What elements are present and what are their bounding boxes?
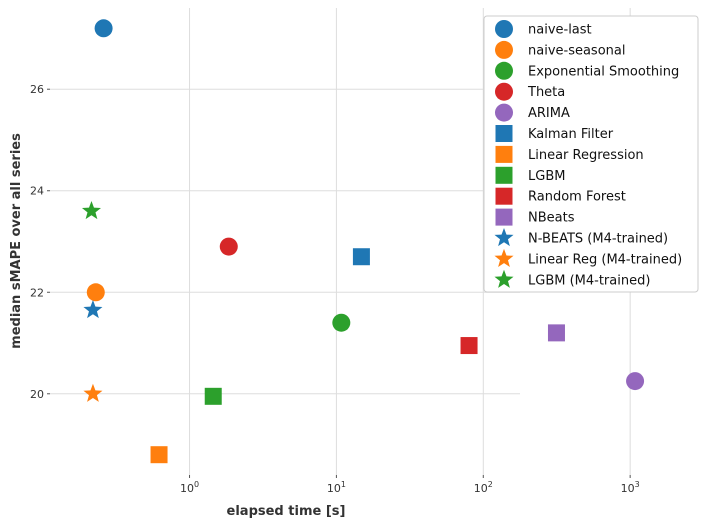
legend-label-theta: Theta <box>527 85 565 100</box>
legend-label-lgbm-m4-trained: LGBM (M4-trained) <box>528 273 650 288</box>
x-tick-exponent: 3 <box>635 480 640 489</box>
x-tick-exponent: 0 <box>194 480 199 489</box>
legend-frame <box>483 15 699 293</box>
point-arima <box>626 372 645 391</box>
legend-label-kalman-filter: Kalman Filter <box>528 127 614 142</box>
legend-marker-naive-last <box>495 20 513 38</box>
x-tick-exponent: 2 <box>488 480 493 489</box>
x-tick-label: 100 <box>180 480 199 495</box>
x-ticks: 100 101 102 103 <box>180 475 640 495</box>
x-tick-base: 10 <box>327 482 341 495</box>
legend-marker-n-beats-m4-trained <box>494 228 514 247</box>
legend-label-n-beats-m4-trained: N-BEATS (M4-trained) <box>528 232 668 247</box>
point-lgbm <box>204 387 222 405</box>
x-tick-label: 103 <box>621 480 640 495</box>
data-points <box>81 19 645 464</box>
y-tick-label: 20 <box>30 388 44 401</box>
legend-label-exponential-smoothing: Exponential Smoothing <box>528 64 679 79</box>
x-tick-base: 10 <box>180 482 194 495</box>
y-tick-label: 24 <box>30 185 44 198</box>
y-ticks: 20 22 24 26 <box>30 83 50 401</box>
x-tick-label: 102 <box>474 480 493 495</box>
point-nbeats <box>547 324 565 342</box>
y-tick-label: 22 <box>30 286 44 299</box>
legend-marker-linear-reg-m4-trained <box>494 248 514 267</box>
y-tick-label: 26 <box>30 83 44 96</box>
legend-marker-random-forest <box>495 187 513 205</box>
x-tick-label: 101 <box>327 480 346 495</box>
point-random-forest <box>460 337 478 355</box>
point-linear-reg-m4-trained <box>83 383 103 402</box>
legend-label-linear-regression: Linear Regression <box>528 148 644 163</box>
legend-marker-naive-seasonal <box>495 40 513 59</box>
legend-label-lgbm: LGBM <box>528 169 565 184</box>
point-exponential-smoothing <box>332 313 351 332</box>
legend: naive-last naive-seasonal Exponential Smoo… <box>483 15 699 293</box>
point-lgbm-m4-trained <box>81 201 101 220</box>
point-naive-last <box>94 19 113 38</box>
legend-marker-exponential-smoothing <box>495 61 513 80</box>
legend-label-naive-last: naive-last <box>528 23 592 38</box>
point-kalman-filter <box>352 248 370 266</box>
point-theta <box>219 237 238 256</box>
x-axis-label: elapsed time [s] <box>227 504 346 519</box>
point-naive-seasonal <box>86 283 105 302</box>
legend-label-linear-reg-m4-trained: Linear Reg (M4-trained) <box>528 252 682 267</box>
point-linear-regression <box>150 446 168 464</box>
legend-marker-linear-regression <box>495 145 513 163</box>
legend-label-nbeats: NBeats <box>528 211 575 226</box>
legend-label-random-forest: Random Forest <box>528 190 626 205</box>
legend-label-arima: ARIMA <box>528 106 570 121</box>
legend-marker-nbeats <box>495 208 513 226</box>
legend-label-naive-seasonal: naive-seasonal <box>528 43 625 58</box>
x-tick-base: 10 <box>621 482 635 495</box>
y-axis-label: median sMAPE over all series <box>9 133 24 349</box>
legend-marker-lgbm-m4-trained <box>494 269 514 288</box>
legend-marker-kalman-filter <box>495 125 513 142</box>
legend-marker-lgbm <box>495 166 513 184</box>
legend-marker-arima <box>495 103 513 122</box>
point-n-beats-m4-trained <box>83 300 103 319</box>
x-tick-base: 10 <box>474 482 488 495</box>
legend-marker-theta <box>495 82 513 101</box>
x-tick-exponent: 1 <box>341 480 346 489</box>
